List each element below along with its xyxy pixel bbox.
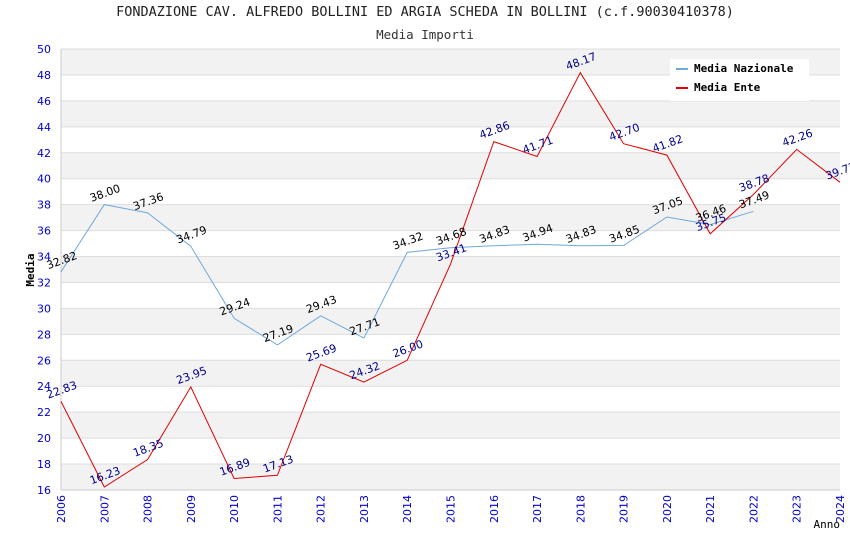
x-tick-label: 2018 xyxy=(574,495,587,523)
y-tick-label: 50 xyxy=(37,43,51,56)
x-tick-label: 2021 xyxy=(704,495,717,523)
y-tick-label: 46 xyxy=(37,95,51,108)
y-tick-label: 44 xyxy=(37,121,51,134)
y-tick-label: 24 xyxy=(37,380,51,393)
grid-band xyxy=(61,360,840,387)
x-tick-label: 2010 xyxy=(228,495,241,523)
series-line-media-ente xyxy=(60,71,841,488)
legend-swatch-media-nazionale xyxy=(676,68,688,70)
x-tick-label: 2022 xyxy=(747,495,760,523)
x-axis-title: Anno xyxy=(814,518,841,531)
y-tick-label: 48 xyxy=(37,69,51,82)
y-tick-label: 30 xyxy=(37,302,51,315)
y-tick-label: 36 xyxy=(37,225,51,238)
grid-band xyxy=(61,100,840,127)
x-tick-label: 2007 xyxy=(98,495,111,523)
data-label: 42.26 xyxy=(781,127,815,150)
grid-band xyxy=(61,412,840,439)
x-tick-label: 2015 xyxy=(445,495,458,523)
x-tick-label: 2016 xyxy=(488,495,501,523)
legend-swatch-media-ente xyxy=(676,87,688,89)
legend-label-media-ente: Media Ente xyxy=(694,81,761,94)
y-tick-label: 16 xyxy=(37,484,51,497)
x-tick-label: 2006 xyxy=(55,495,68,523)
y-tick-label: 22 xyxy=(37,406,51,419)
data-label: 38.00 xyxy=(88,182,122,205)
x-tick-label: 2023 xyxy=(791,495,804,523)
data-label: 26.00 xyxy=(391,338,425,361)
x-tick-label: 2017 xyxy=(531,495,544,523)
grid-band xyxy=(61,464,840,490)
y-axis-title: Media xyxy=(24,253,37,286)
x-tick-label: 2019 xyxy=(618,495,631,523)
x-tick-label: 2012 xyxy=(315,495,328,523)
y-tick-label: 28 xyxy=(37,328,51,341)
y-tick-label: 32 xyxy=(37,276,51,289)
legend-label-media-nazionale: Media Nazionale xyxy=(694,62,794,75)
grid-band xyxy=(61,308,840,335)
legend-entry-media-ente: Media Ente xyxy=(670,78,809,97)
y-tick-label: 34 xyxy=(37,251,51,264)
chart-legend: Media Nazionale Media Ente xyxy=(670,59,809,101)
grid-band xyxy=(61,204,840,231)
y-tick-label: 42 xyxy=(37,147,51,160)
data-label: 41.82 xyxy=(651,132,685,155)
y-tick-label: 20 xyxy=(37,432,51,445)
data-label: 18.35 xyxy=(131,437,165,460)
series-line-media-nazionale xyxy=(60,204,754,346)
x-tick-label: 2011 xyxy=(271,495,284,523)
y-tick-label: 26 xyxy=(37,354,51,367)
y-tick-label: 40 xyxy=(37,173,51,186)
data-label: 34.32 xyxy=(391,230,425,253)
x-tick-label: 2009 xyxy=(185,495,198,523)
x-tick-label: 2014 xyxy=(401,495,414,523)
y-tick-label: 18 xyxy=(37,458,51,471)
chart-subtitle: Media Importi xyxy=(376,27,474,42)
legend-entry-media-nazionale: Media Nazionale xyxy=(670,59,809,78)
y-tick-label: 38 xyxy=(37,199,51,212)
x-tick-label: 2020 xyxy=(661,495,674,523)
x-tick-label: 2024 xyxy=(834,495,847,523)
x-tick-label: 2008 xyxy=(142,495,155,523)
grid-band xyxy=(61,256,840,283)
x-tick-label: 2013 xyxy=(358,495,371,523)
grid-band xyxy=(61,152,840,179)
chart-title: FONDAZIONE CAV. ALFREDO BOLLINI ED ARGIA… xyxy=(116,4,734,20)
